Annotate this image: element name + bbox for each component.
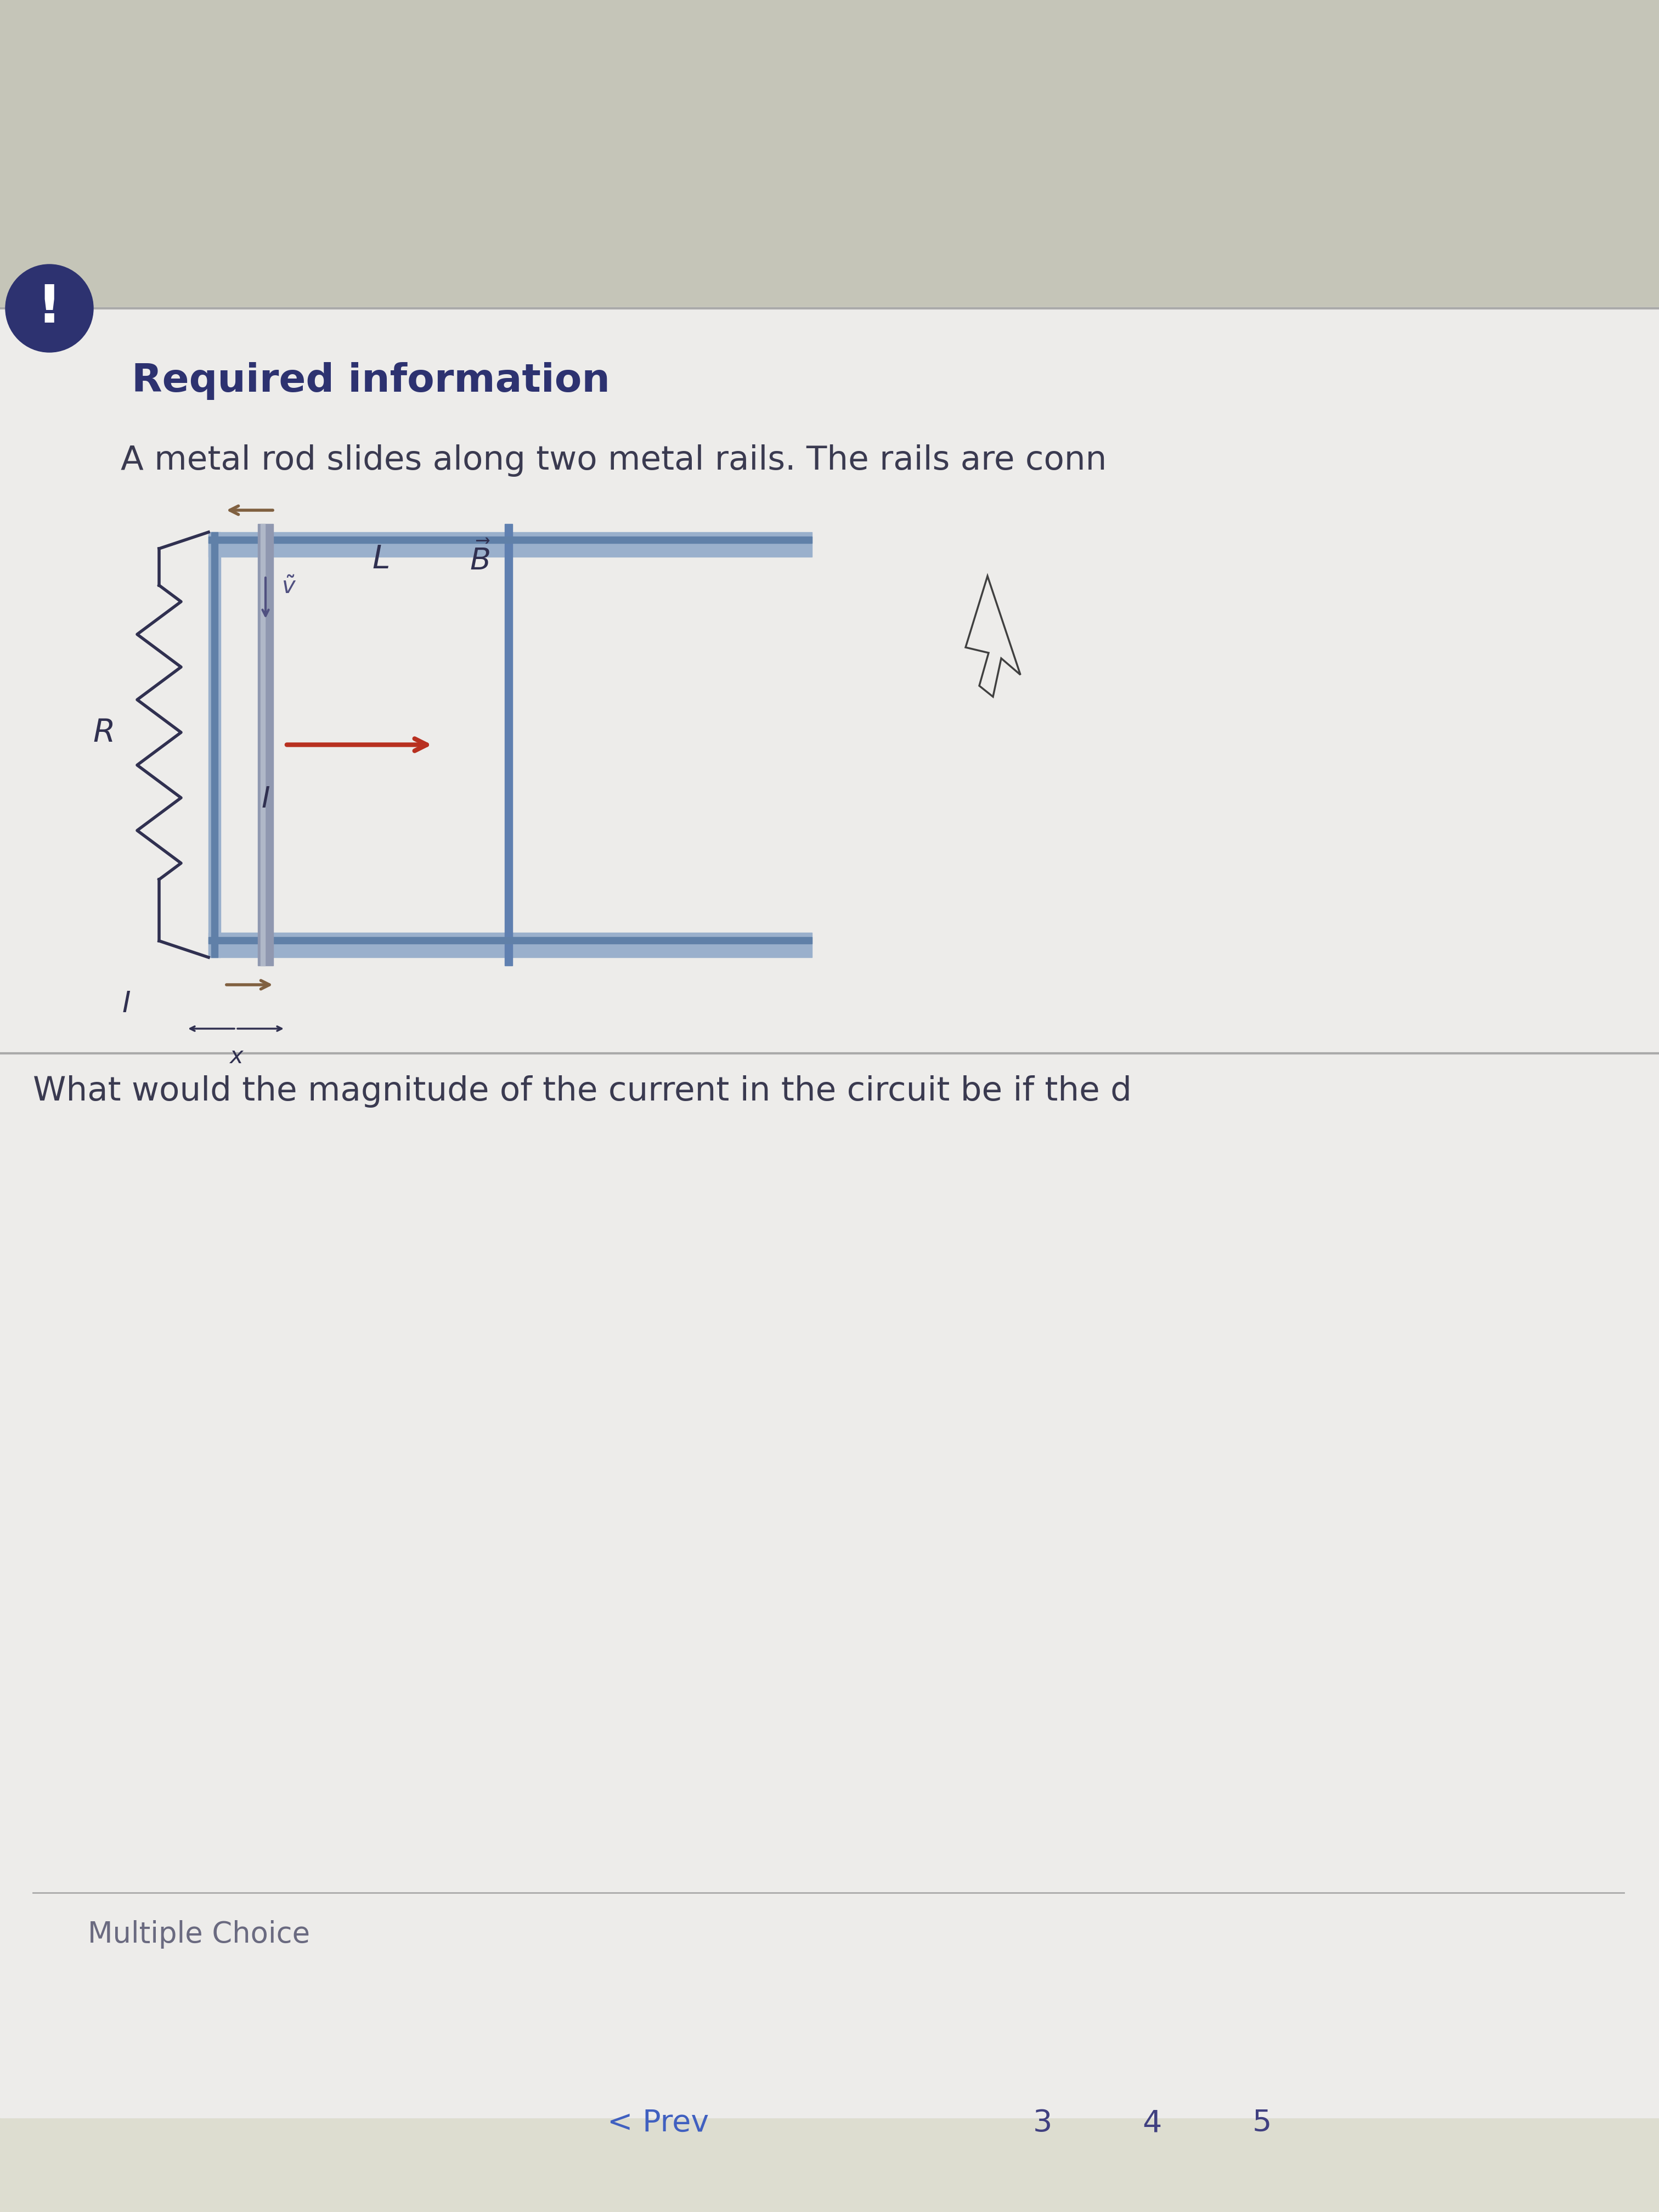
Bar [209, 938, 811, 945]
Circle shape [5, 265, 93, 352]
Bar [0, 307, 1659, 2117]
Text: < Prev: < Prev [607, 2108, 708, 2139]
Bar [257, 524, 274, 967]
Text: 5: 5 [1253, 2108, 1271, 2139]
Text: $\vec{B}$: $\vec{B}$ [469, 542, 491, 577]
Bar [209, 533, 221, 958]
Bar [209, 533, 811, 557]
Text: !: ! [36, 283, 61, 334]
Text: x: x [229, 1044, 242, 1068]
Bar [209, 933, 811, 958]
Bar [504, 524, 513, 967]
Text: What would the magnitude of the current in the circuit be if the d: What would the magnitude of the current … [33, 1075, 1131, 1108]
Bar [0, 2117, 1659, 2212]
Bar [0, 0, 1659, 307]
Text: Multiple Choice: Multiple Choice [88, 1920, 310, 1949]
Text: I: I [121, 989, 131, 1018]
Bar [211, 533, 217, 958]
Text: Required information: Required information [131, 363, 611, 400]
Bar [260, 524, 265, 967]
Text: 4: 4 [1143, 2108, 1161, 2139]
Text: R: R [93, 717, 114, 748]
Text: 3: 3 [1032, 2108, 1052, 2139]
Text: $\tilde{v}$: $\tilde{v}$ [282, 575, 297, 599]
Text: A metal rod slides along two metal rails. The rails are conn: A metal rod slides along two metal rails… [121, 445, 1107, 478]
Text: L: L [372, 544, 390, 575]
Text: I: I [260, 785, 270, 814]
Bar [209, 538, 811, 544]
